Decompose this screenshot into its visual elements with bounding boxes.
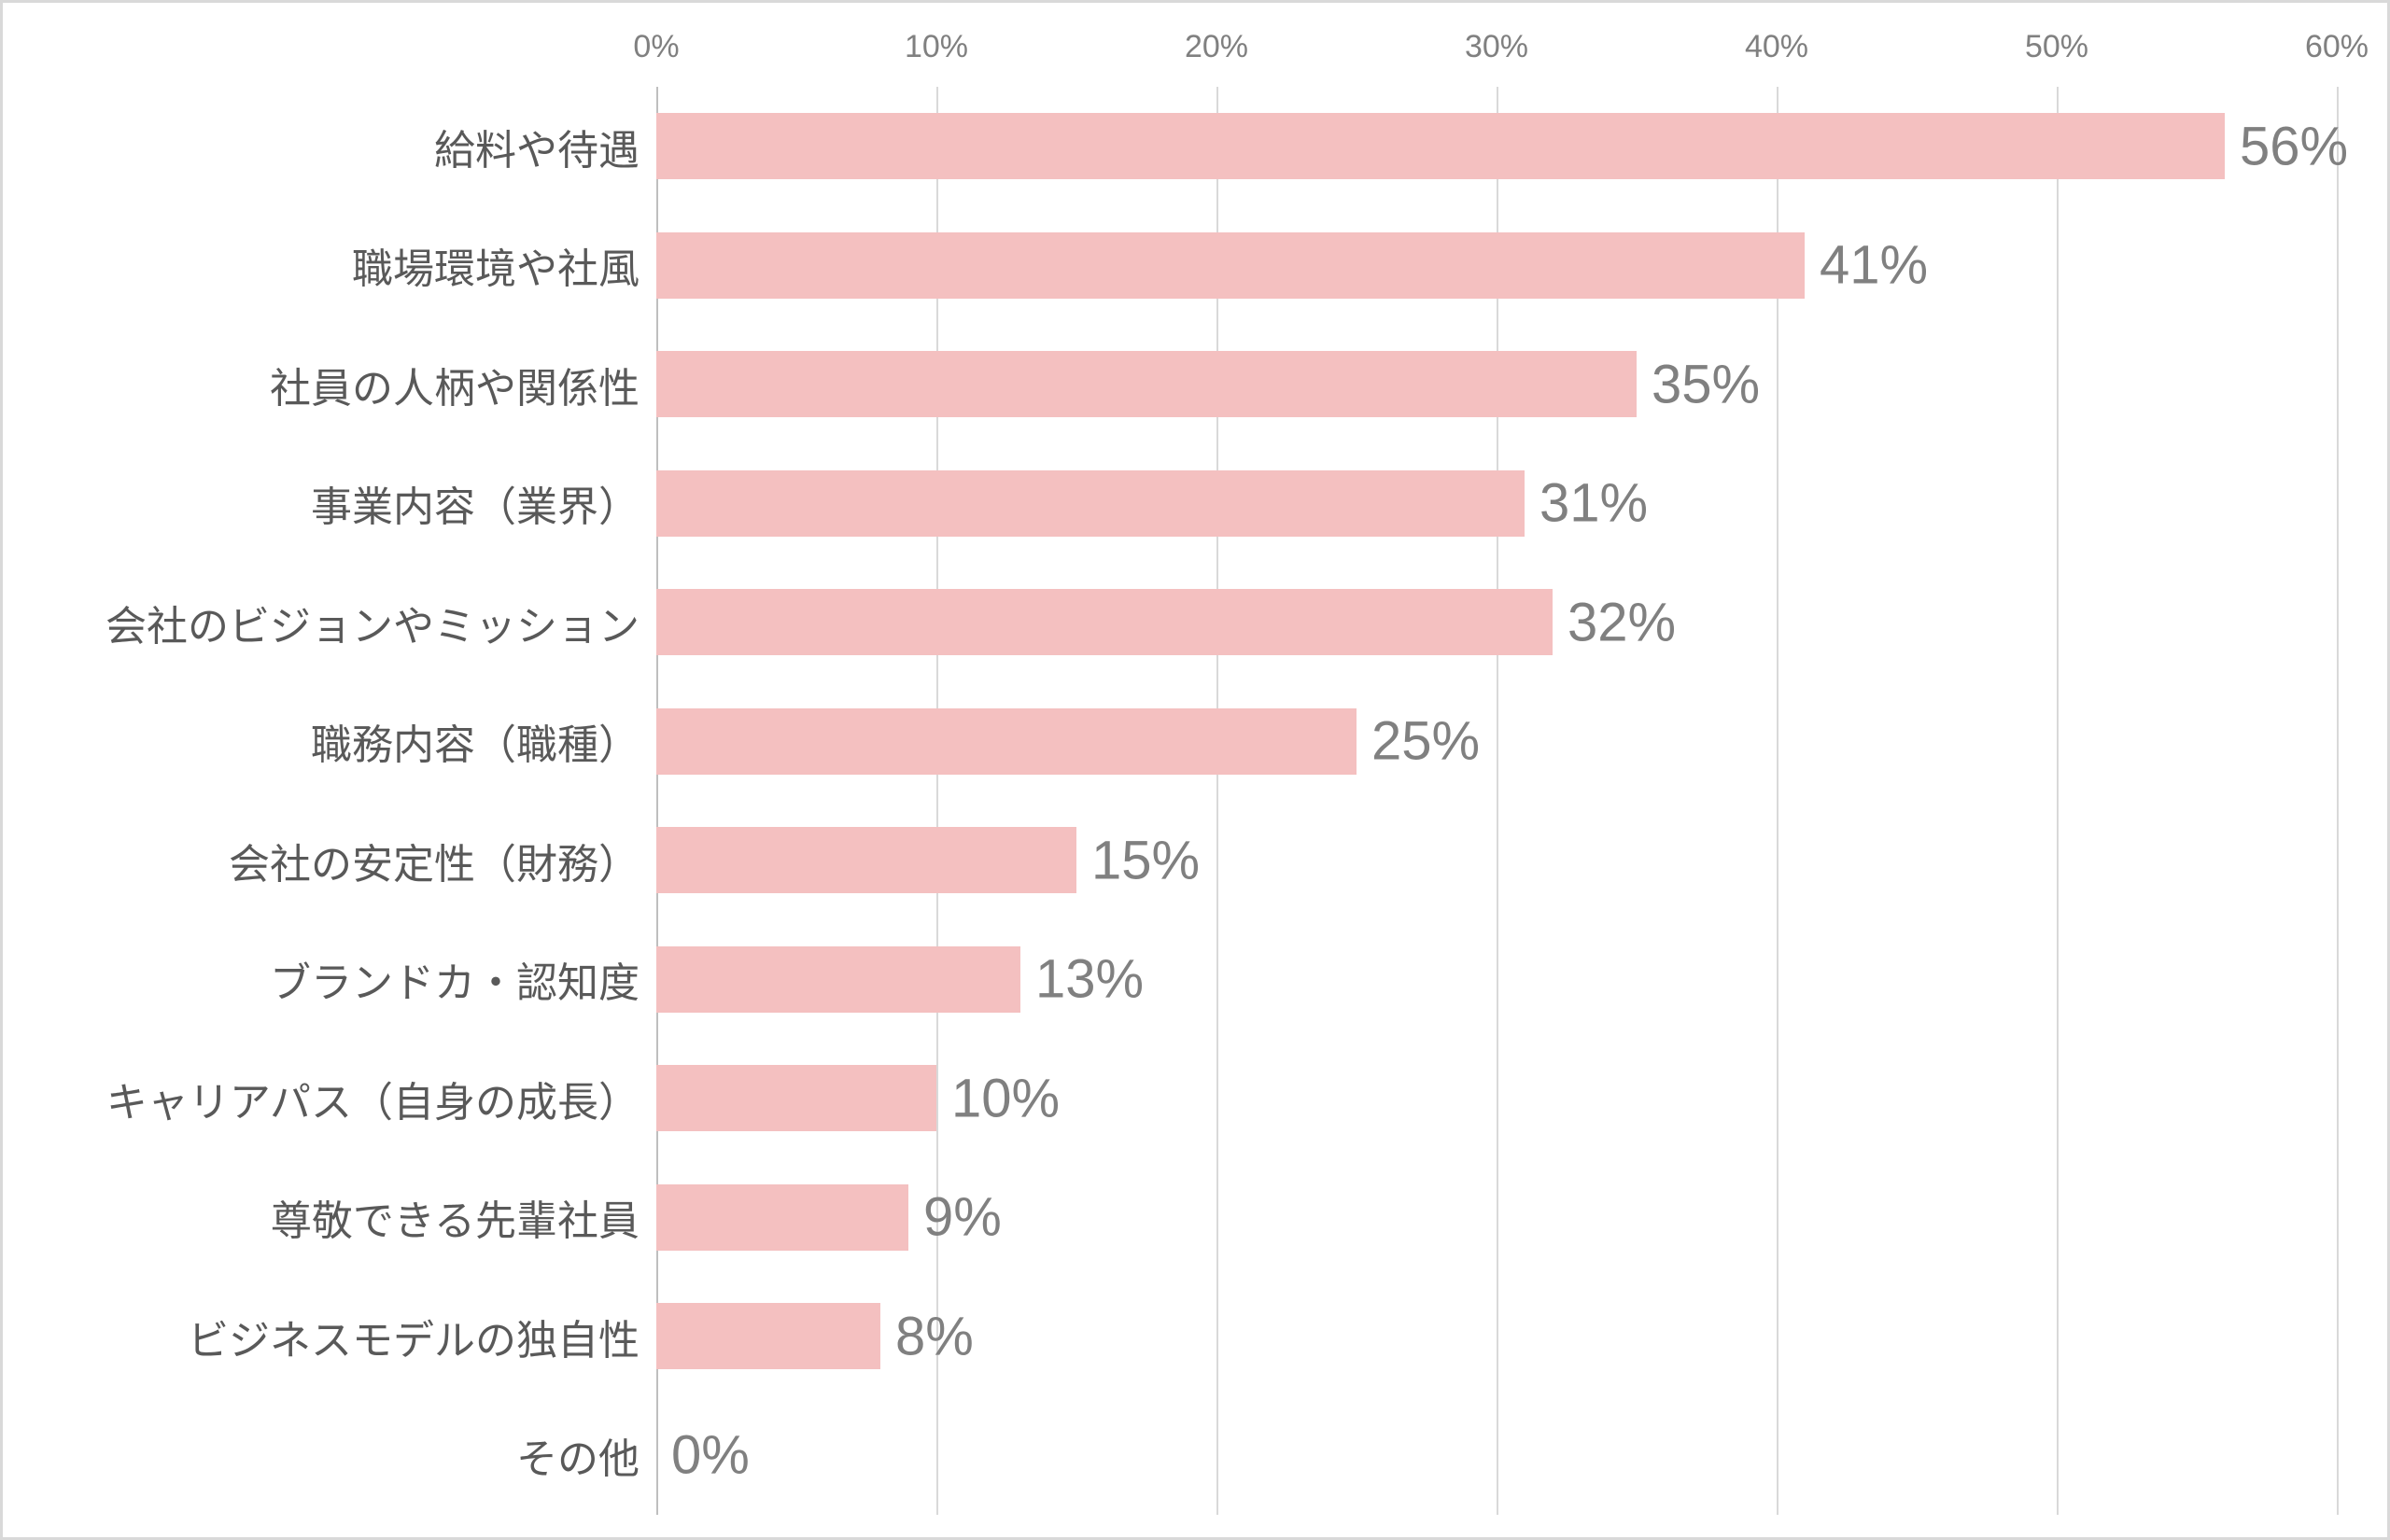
value-label: 32% <box>1568 591 1676 653</box>
value-label: 41% <box>1820 234 1928 297</box>
bar <box>656 946 1020 1013</box>
bar <box>656 113 2225 179</box>
chart-row: 尊敬できる先輩社員9% <box>656 1184 2337 1251</box>
chart-row: 会社のビジョンやミッション32% <box>656 589 2337 655</box>
x-axis-tick-label: 10% <box>905 29 968 65</box>
chart-row: 会社の安定性（財務）15% <box>656 827 2337 893</box>
chart-row: ビジネスモデルの独自性8% <box>656 1303 2337 1369</box>
bar <box>656 589 1553 655</box>
category-label: 社員の人柄や関係性 <box>270 355 656 414</box>
chart-row: 事業内容（業界）31% <box>656 470 2337 537</box>
value-label: 9% <box>923 1186 1002 1249</box>
x-axis-tick-label: 50% <box>2025 29 2088 65</box>
bar <box>656 470 1525 537</box>
category-label: 給料や待遇 <box>434 117 656 176</box>
gridline <box>936 87 938 1515</box>
x-axis-tick-label: 0% <box>633 29 679 65</box>
category-label: 尊敬できる先輩社員 <box>271 1187 656 1247</box>
chart-row: 職務内容（職種）25% <box>656 708 2337 775</box>
value-label: 56% <box>2240 115 2348 177</box>
gridline <box>1777 87 1778 1515</box>
value-label: 8% <box>895 1305 974 1367</box>
plot-area: 0%10%20%30%40%50%60%給料や待遇56%職場環境や社風41%社員… <box>656 87 2337 1515</box>
gridline <box>1216 87 1218 1515</box>
category-label: 職務内容（職種） <box>311 711 656 771</box>
value-label: 35% <box>1652 353 1760 415</box>
category-label: 会社のビジョンやミッション <box>105 593 656 652</box>
gridline <box>1497 87 1498 1515</box>
bar <box>656 708 1357 775</box>
chart-row: 社員の人柄や関係性35% <box>656 351 2337 417</box>
category-label: ブランドカ・認知度 <box>270 949 656 1009</box>
value-label: 15% <box>1091 829 1200 891</box>
value-label: 25% <box>1371 710 1480 773</box>
value-label: 0% <box>671 1424 750 1487</box>
x-axis-tick-label: 20% <box>1185 29 1248 65</box>
chart-row: その他0% <box>656 1422 2337 1489</box>
bar <box>656 1065 936 1131</box>
x-axis-tick-label: 40% <box>1745 29 1808 65</box>
bar <box>656 351 1637 417</box>
category-label: 事業内容（業界） <box>311 473 656 533</box>
x-axis-tick-label: 30% <box>1465 29 1528 65</box>
category-label: 職場環境や社風 <box>352 235 656 295</box>
category-label: 会社の安定性（財務） <box>229 831 656 890</box>
bar <box>656 1184 908 1251</box>
chart-frame: 0%10%20%30%40%50%60%給料や待遇56%職場環境や社風41%社員… <box>0 0 2390 1540</box>
gridline <box>2057 87 2059 1515</box>
value-label: 13% <box>1035 948 1144 1011</box>
chart-row: ブランドカ・認知度13% <box>656 946 2337 1013</box>
chart-row: 職場環境や社風41% <box>656 232 2337 299</box>
gridline <box>2337 87 2339 1515</box>
gridline <box>656 87 658 1515</box>
category-label: その他 <box>516 1425 656 1485</box>
x-axis-tick-label: 60% <box>2305 29 2369 65</box>
bar <box>656 1303 880 1369</box>
value-label: 10% <box>951 1067 1060 1129</box>
chart-row: キャリアパス（自身の成長）10% <box>656 1065 2337 1131</box>
category-label: キャリアパス（自身の成長） <box>106 1069 656 1128</box>
category-label: ビジネスモデルの独自性 <box>188 1307 656 1366</box>
value-label: 31% <box>1539 472 1648 535</box>
bar <box>656 232 1805 299</box>
chart-row: 給料や待遇56% <box>656 113 2337 179</box>
bar <box>656 827 1076 893</box>
